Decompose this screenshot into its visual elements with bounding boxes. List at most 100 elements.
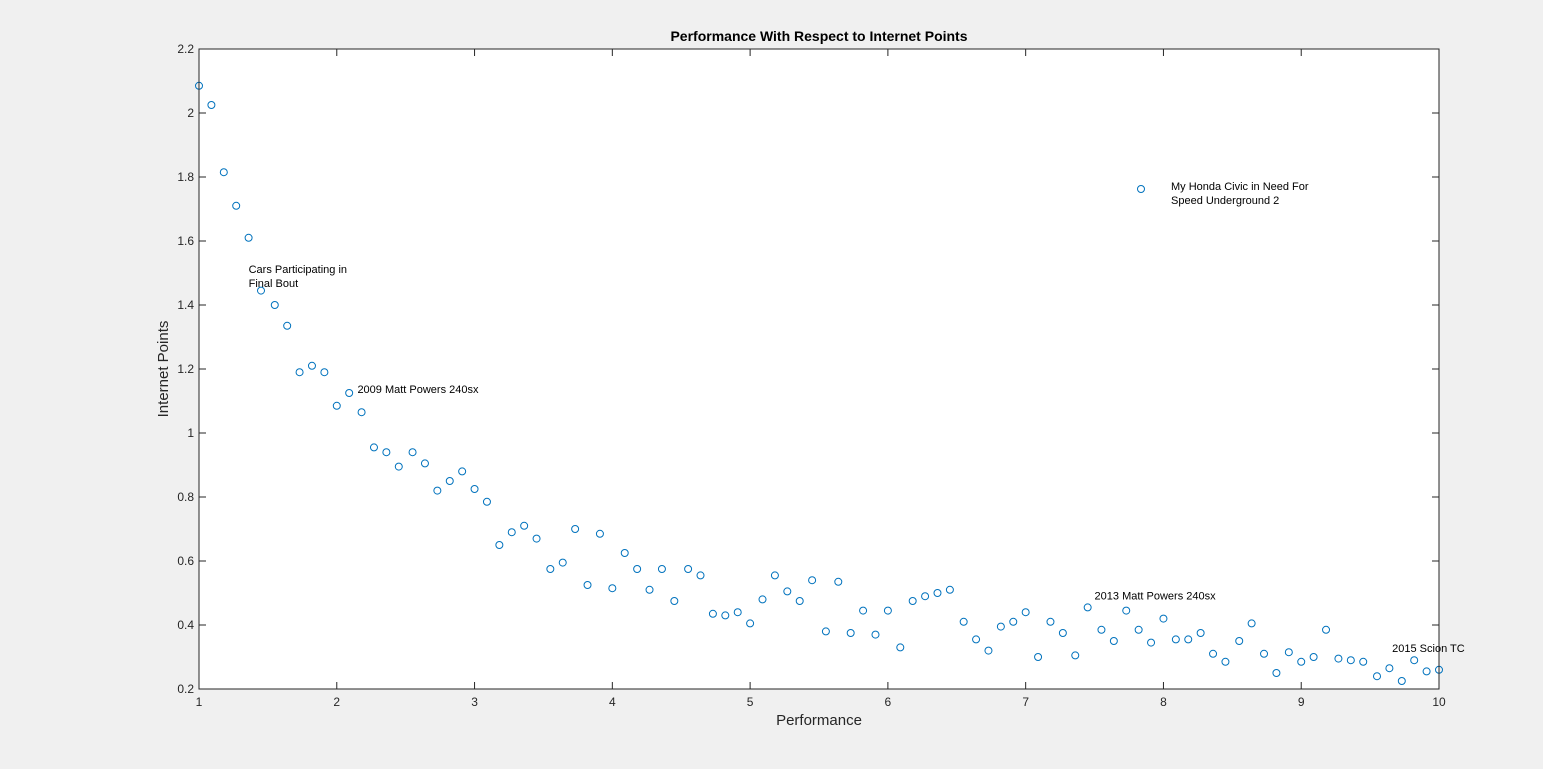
- data-point: [270, 301, 279, 309]
- data-point: [633, 565, 642, 573]
- data-point: [883, 606, 892, 615]
- annotations: Cars Participating in Final Bout 2009 Matt…: [249, 264, 1465, 655]
- data-point: [408, 448, 417, 457]
- data-point: [445, 477, 454, 485]
- annotation-text: Cars Participating in Final Bout: [249, 264, 347, 290]
- data-point: [1284, 648, 1293, 657]
- data-point: [571, 525, 580, 533]
- data-point: [959, 617, 968, 626]
- data-point: [1147, 638, 1156, 647]
- data-point: [1071, 651, 1080, 660]
- data-point: [369, 443, 378, 452]
- y-axis-label: Internet Points: [155, 321, 172, 418]
- legend[interactable]: My Honda Civic in Need For Speed Undergro…: [1137, 181, 1309, 207]
- data-point: [1309, 653, 1318, 661]
- x-tick-label: 1: [196, 695, 203, 709]
- data-point: [420, 459, 429, 468]
- data-point: [546, 565, 555, 573]
- annotation-line: Cars Participating in: [249, 264, 347, 276]
- x-tick-label: 3: [471, 695, 478, 709]
- data-point: [1235, 637, 1244, 645]
- y-tick-label: 0.8: [177, 490, 194, 504]
- y-tick-label: 1: [187, 426, 194, 440]
- legend-label-line: My Honda Civic in Need For: [1171, 181, 1309, 193]
- data-point: [645, 585, 654, 594]
- data-point: [1046, 617, 1055, 626]
- annotation-line: 2015 Scion TC: [1392, 643, 1465, 655]
- data-point: [394, 462, 403, 471]
- data-point: [945, 585, 954, 594]
- y-axis: 0.2 0.4 0.6 0.8 1 1.2 1.4 1.6 1.8 2 2.2: [177, 42, 1439, 696]
- data-point: [1134, 625, 1143, 634]
- data-point: [583, 581, 592, 589]
- y-tick-label: 1.2: [177, 362, 194, 376]
- data-point: [207, 101, 216, 109]
- data-point: [232, 201, 241, 210]
- data-points: [195, 81, 1443, 685]
- data-point: [1359, 657, 1368, 666]
- x-tick-label: 8: [1160, 695, 1167, 709]
- data-point: [783, 587, 792, 596]
- data-point: [1221, 657, 1230, 666]
- data-point: [382, 448, 391, 457]
- data-point: [320, 368, 329, 377]
- data-point: [608, 584, 617, 593]
- data-point: [921, 592, 930, 601]
- y-tick-label: 1.6: [177, 234, 194, 248]
- data-point: [357, 408, 366, 417]
- x-axis: 1 2 3 4 5 6 7 8 9 10: [196, 49, 1446, 709]
- y-tick-label: 1.8: [177, 170, 194, 184]
- data-point: [972, 635, 981, 644]
- x-tick-label: 10: [1432, 695, 1446, 709]
- annotation-line: 2013 Matt Powers 240sx: [1095, 590, 1217, 602]
- data-point: [908, 597, 917, 605]
- data-point: [1385, 664, 1394, 673]
- legend-marker: [1137, 185, 1145, 193]
- data-point: [846, 629, 855, 637]
- data-point: [684, 565, 693, 573]
- data-point: [1397, 677, 1406, 685]
- data-point: [696, 571, 705, 580]
- annotation-line: 2009 Matt Powers 240sx: [357, 384, 479, 396]
- y-tick-label: 0.2: [177, 682, 194, 696]
- chart-title: Performance With Respect to Internet Poi…: [670, 28, 967, 44]
- data-point: [933, 589, 942, 597]
- data-point: [1196, 629, 1205, 637]
- annotation-text: 2013 Matt Powers 240sx: [1095, 590, 1217, 602]
- plot-area: [199, 49, 1439, 689]
- data-point: [670, 597, 679, 605]
- legend-label: My Honda Civic in Need For Speed Undergro…: [1171, 181, 1309, 207]
- data-point: [1297, 657, 1306, 666]
- data-point: [821, 627, 830, 636]
- data-point: [896, 643, 905, 652]
- data-point: [1373, 672, 1381, 681]
- data-point: [1272, 669, 1281, 677]
- y-tick-label: 0.6: [177, 554, 194, 568]
- data-point: [1058, 629, 1067, 637]
- x-tick-label: 2: [333, 695, 340, 709]
- data-point: [1171, 635, 1180, 644]
- data-point: [458, 467, 467, 476]
- data-point: [332, 401, 341, 410]
- data-point: [532, 534, 541, 543]
- annotation-text: 2015 Scion TC: [1392, 643, 1465, 655]
- data-point: [257, 286, 265, 295]
- data-point: [283, 321, 292, 330]
- x-tick-label: 9: [1298, 695, 1305, 709]
- x-tick-label: 4: [609, 695, 616, 709]
- y-tick-label: 2: [187, 106, 194, 120]
- data-point: [1021, 608, 1030, 617]
- data-point: [795, 597, 804, 605]
- y-tick-label: 0.4: [177, 618, 194, 632]
- data-point: [1346, 656, 1355, 665]
- data-point: [1184, 635, 1193, 644]
- data-point: [871, 630, 880, 639]
- data-point: [1260, 649, 1269, 658]
- data-point: [1034, 653, 1043, 661]
- data-point: [758, 595, 767, 604]
- data-point: [1422, 667, 1431, 676]
- x-tick-label: 7: [1022, 695, 1029, 709]
- data-point: [1410, 656, 1419, 665]
- x-axis-label: Performance: [776, 712, 862, 729]
